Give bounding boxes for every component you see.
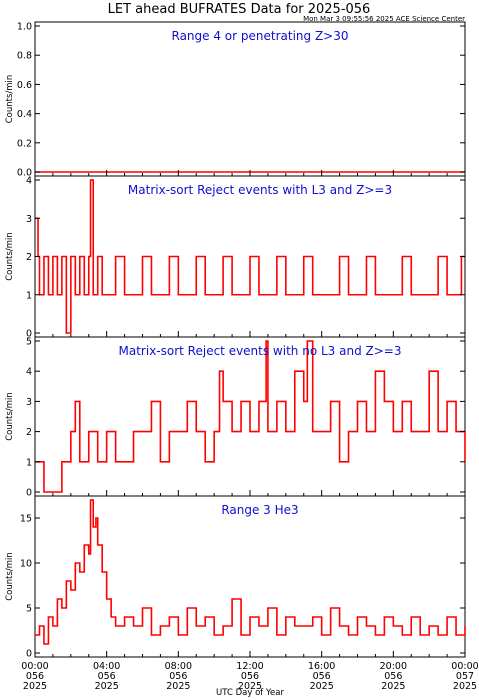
y-tick-label: 1 <box>26 457 32 468</box>
y-axis-label: Counts/min <box>5 552 15 601</box>
y-axis-label: Counts/min <box>5 232 15 281</box>
x-tick-time: 00:00 <box>21 661 48 672</box>
series-1-line <box>35 340 466 493</box>
panel-title: Range 3 He3 <box>221 503 298 517</box>
x-tick-time: 00:00 <box>451 661 478 672</box>
x-tick-year: 2025 <box>453 681 477 692</box>
panel-2: 0 1 2 3 4 Counts/min Matrix-sort Reject events… <box>5 175 466 340</box>
y-tick-label: 0.0 <box>17 168 32 179</box>
y-tick-label: 0 <box>26 649 32 660</box>
y-tick-label: 0 <box>26 329 32 340</box>
panel-frame <box>34 21 466 177</box>
x-tick-doy: 057 <box>456 671 474 682</box>
x-tick-time: 12:00 <box>236 661 263 672</box>
x-tick-year: 2025 <box>95 681 119 692</box>
x-tick-year: 2025 <box>166 681 190 692</box>
x-tick-year: 2025 <box>23 681 47 692</box>
y-tick-label: 0.4 <box>17 109 32 120</box>
y-tick-label: 5 <box>26 337 32 348</box>
y-tick-label: 15 <box>20 514 32 525</box>
y-tick-label: 1 <box>26 290 32 301</box>
panel-4: 0 5 10 15 Counts/min Range 3 He3 <box>5 495 466 660</box>
y-tick-label: 3 <box>26 214 32 225</box>
x-tick-year: 2025 <box>310 681 334 692</box>
x-tick-time: 16:00 <box>308 661 335 672</box>
panels: 0.0 0.2 0.4 0.6 0.8 1.0 Counts/min Range 4 or p… <box>5 21 466 660</box>
x-tick-doy: 056 <box>98 671 116 682</box>
panel-title: Range 4 or penetrating Z>30 <box>172 29 349 43</box>
panel-1: 0.0 0.2 0.4 0.6 0.8 1.0 Counts/min Range 4 or p… <box>5 21 466 179</box>
x-tick-year: 2025 <box>381 681 405 692</box>
x-tick-doy: 056 <box>241 671 259 682</box>
series-1-line <box>35 179 465 334</box>
y-tick-label: 3 <box>26 397 32 408</box>
y-tick-label: 4 <box>26 176 32 187</box>
y-tick-label: 10 <box>20 559 32 570</box>
x-tick-doy: 056 <box>169 671 187 682</box>
series-1-line <box>35 499 466 645</box>
x-tick-doy: 056 <box>384 671 402 682</box>
x-axis-ticks: 00:00056202504:00056202508:00056202512:0… <box>21 661 478 692</box>
x-tick-time: 04:00 <box>93 661 120 672</box>
y-tick-label: 4 <box>26 367 32 378</box>
panel-title: Matrix-sort Reject events with no L3 and… <box>119 344 402 358</box>
y-tick-label: 0.8 <box>17 51 32 62</box>
y-tick-label: 0.2 <box>17 138 32 149</box>
y-tick-label: 2 <box>26 252 32 263</box>
x-tick-doy: 056 <box>26 671 44 682</box>
x-tick-time: 08:00 <box>165 661 192 672</box>
x-axis-label: UTC Day of Year <box>216 688 284 698</box>
y-tick-label: 2 <box>26 427 32 438</box>
y-axis-label: Counts/min <box>5 75 15 124</box>
panel-3: 0 1 2 3 4 5 Counts/min Matrix-sort Reject event… <box>5 336 466 499</box>
generation-timestamp: Mon Mar 3 09:55:56 2025 ACE Science Cent… <box>303 15 465 23</box>
y-tick-label: 0 <box>26 488 32 499</box>
x-tick-doy: 056 <box>313 671 331 682</box>
y-tick-label: 5 <box>26 604 32 615</box>
figure-title: LET ahead BUFRATES Data for 2025-056 <box>108 2 371 17</box>
y-tick-label: 0.6 <box>17 80 32 91</box>
panel-title: Matrix-sort Reject events with L3 and Z>… <box>128 183 392 197</box>
y-tick-label: 1.0 <box>17 22 32 33</box>
x-tick-year: 2025 <box>238 681 262 692</box>
x-tick-time: 20:00 <box>380 661 407 672</box>
y-axis-label: Counts/min <box>5 392 15 441</box>
